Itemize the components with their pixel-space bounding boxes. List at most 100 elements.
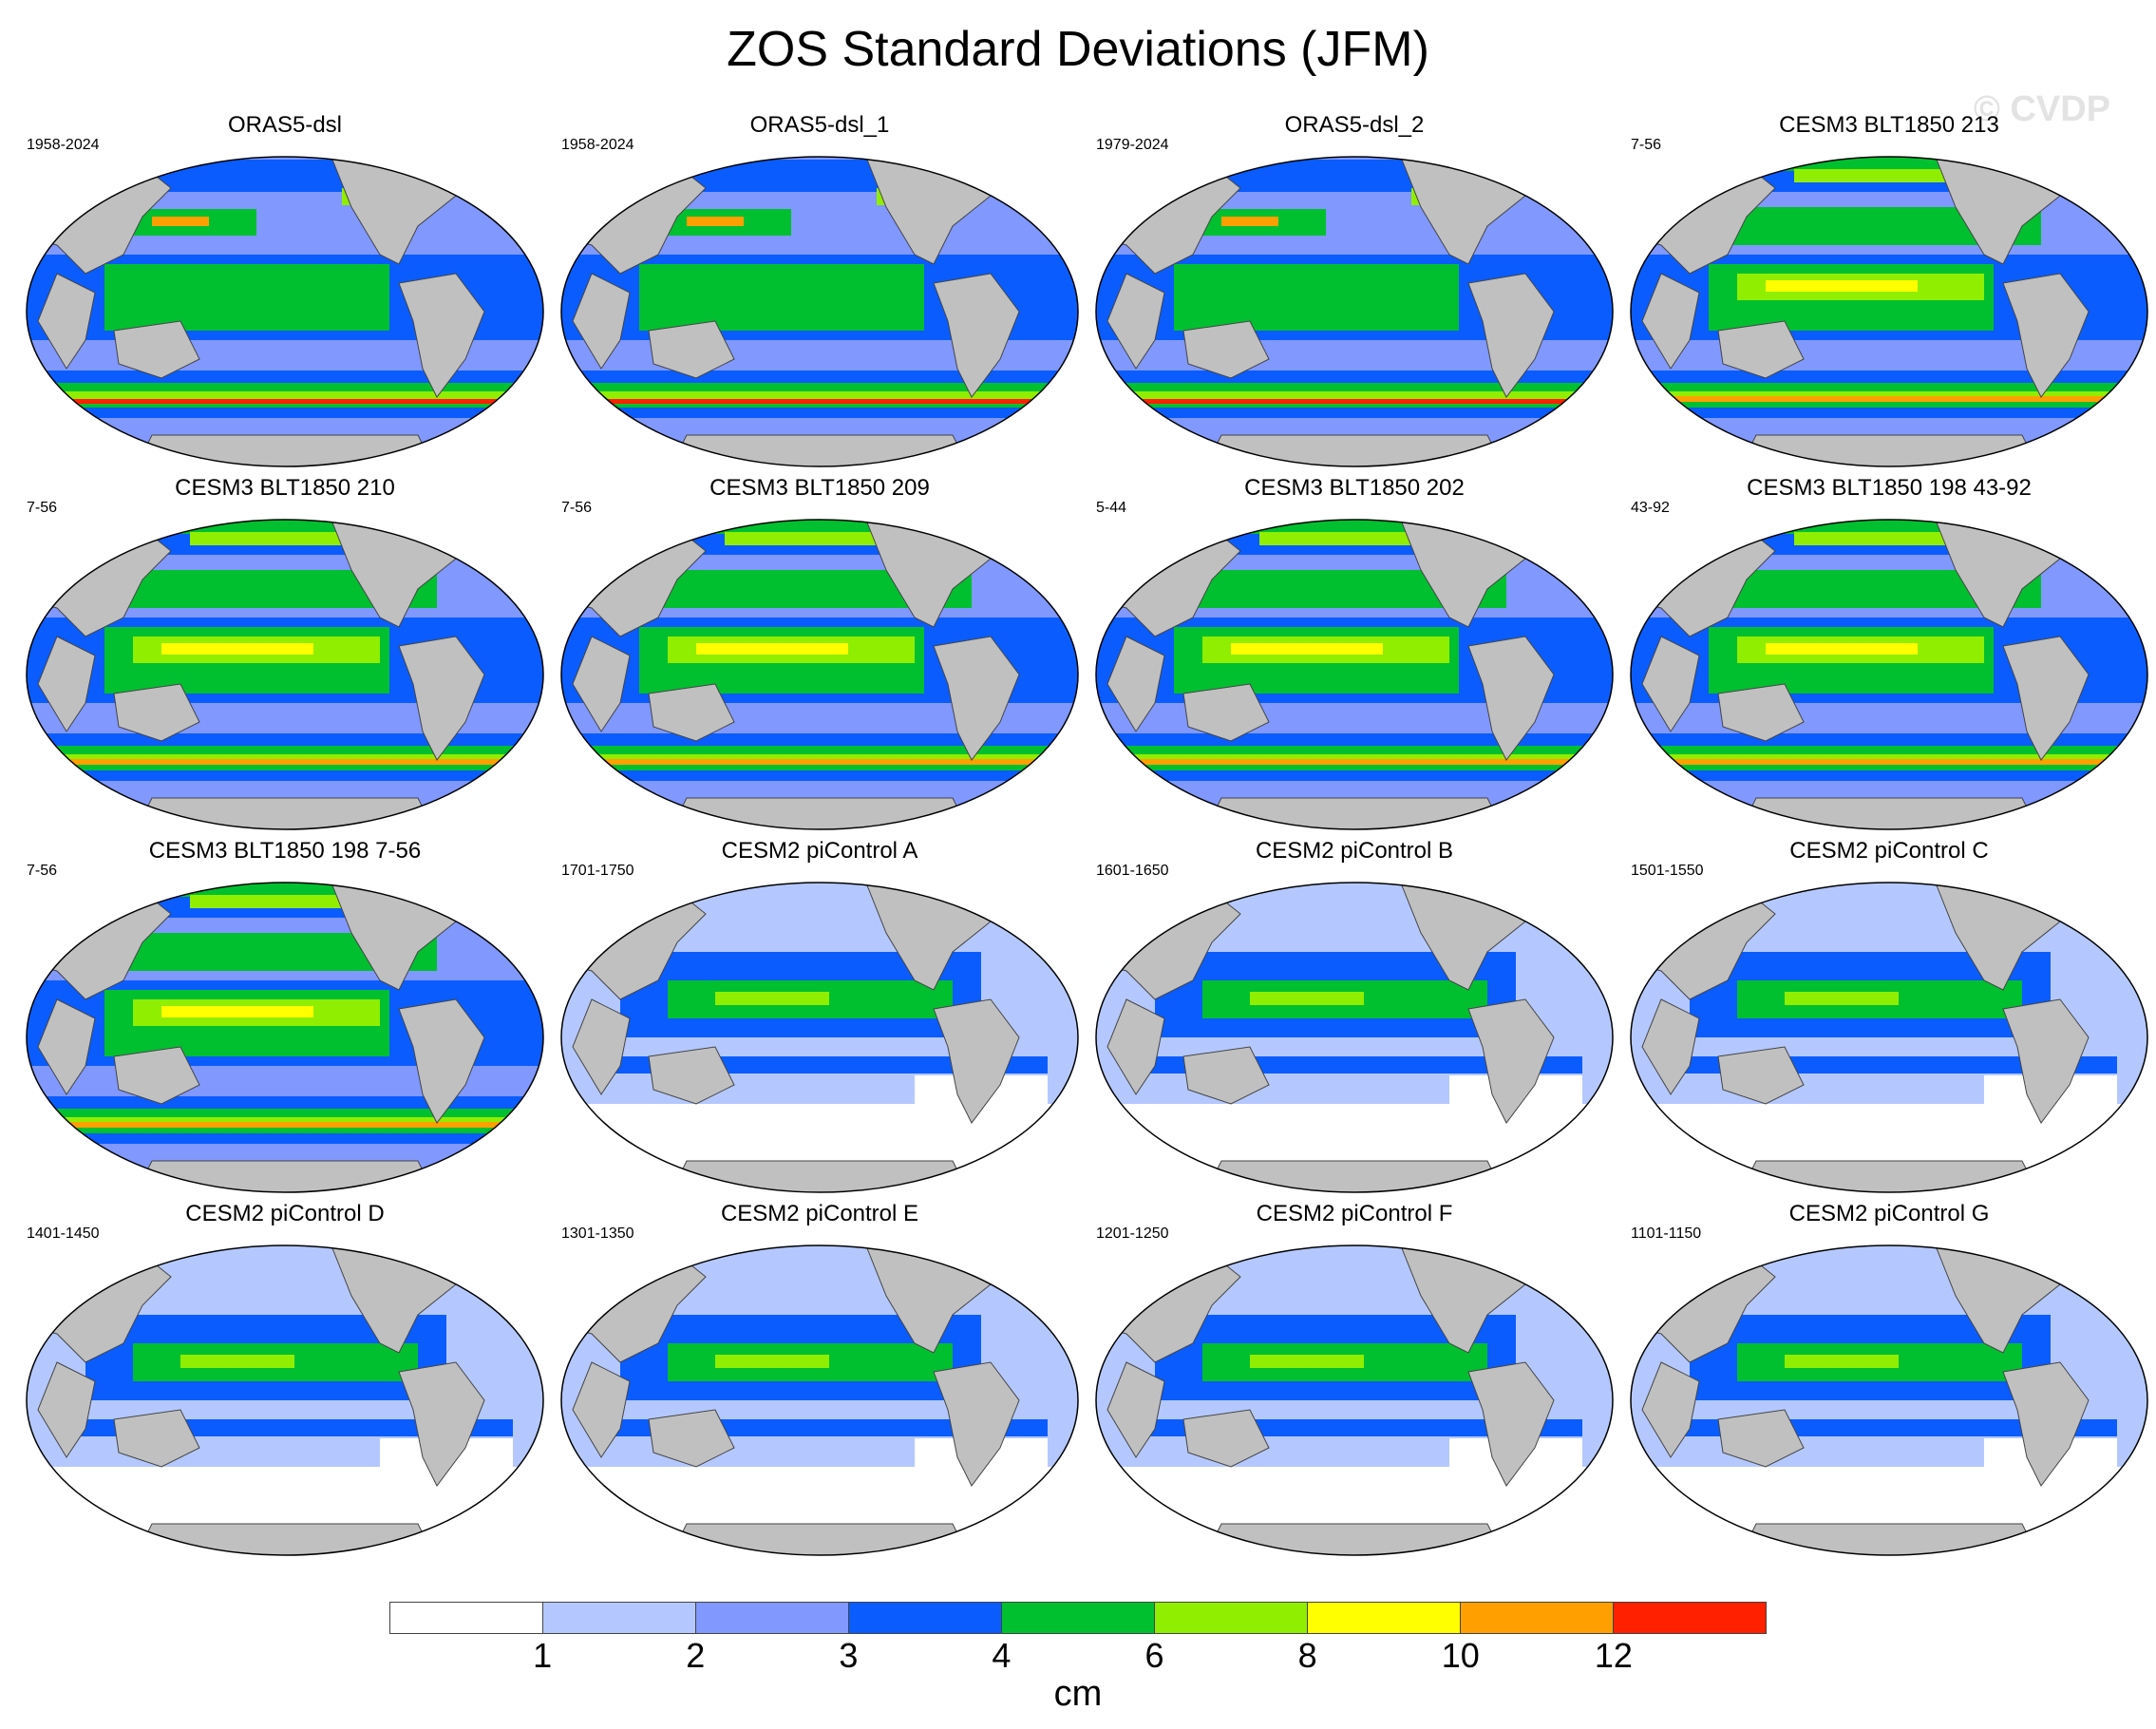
colorbar-swatch (1614, 1603, 1766, 1633)
world-map (560, 156, 1079, 467)
variability-band (1096, 520, 1613, 534)
landmass (132, 434, 438, 466)
landmass (1736, 1160, 2042, 1192)
panel-period: 43-92 (1631, 500, 1670, 516)
landmass (1467, 998, 1555, 1124)
world-map (1630, 156, 2148, 467)
world-map (1630, 519, 2148, 830)
variability-band (27, 520, 543, 534)
world-map (26, 1244, 544, 1556)
landmass (398, 998, 485, 1124)
landmass (2002, 1361, 2090, 1487)
map-outline (1095, 1244, 1614, 1556)
ocean-field (1631, 883, 2147, 1192)
landmass (113, 1046, 200, 1105)
panel-period: 7-56 (27, 500, 58, 516)
colorbar-units: cm (1053, 1674, 1103, 1714)
map-outline (1630, 519, 2148, 830)
colorbar-tick-label: 8 (1297, 1636, 1317, 1675)
panel-period: 7-56 (1631, 137, 1662, 153)
landmass (1717, 1409, 1805, 1468)
map-outline (1630, 1244, 2148, 1556)
panel-title: CESM3 BLT1850 209 (709, 475, 930, 501)
world-map (560, 882, 1079, 1193)
landmass (132, 1523, 438, 1555)
landmass (1182, 320, 1270, 379)
variability-band (561, 399, 1078, 404)
landmass (1717, 1046, 1805, 1105)
colorbar-tick-label: 4 (992, 1636, 1012, 1675)
panel-title: CESM2 piControl E (720, 1201, 919, 1226)
panel-period: 1958-2024 (27, 137, 100, 153)
map-outline (26, 1244, 544, 1556)
landmass (1106, 1361, 1165, 1458)
landmass (572, 636, 631, 732)
variability-band (715, 1355, 829, 1368)
landmass (1736, 797, 2042, 829)
landmass (1641, 1361, 1700, 1458)
panel-title: CESM2 piControl C (1789, 838, 1989, 864)
variability-band (1631, 396, 2147, 402)
landmass (1201, 797, 1507, 829)
landmass (113, 320, 200, 379)
landmass (37, 1361, 96, 1458)
colorbar-swatch (1155, 1603, 1308, 1633)
landmass (1182, 1046, 1270, 1105)
panel-title: CESM2 piControl G (1788, 1201, 1990, 1226)
world-map (1095, 882, 1614, 1193)
colorbar-swatch (696, 1603, 849, 1633)
variability-band (561, 759, 1078, 765)
figure-title: ZOS Standard Deviations (JFM) (727, 22, 1429, 77)
variability-band (639, 264, 924, 331)
variability-band (1096, 399, 1613, 404)
panel-period: 1301-1350 (561, 1226, 634, 1242)
variability-band (180, 1355, 294, 1368)
map-panel: ORAS5-dsl_2 1979-2024 (1088, 112, 1620, 492)
landmass (933, 636, 1020, 761)
landmass (648, 683, 735, 742)
map-outline (26, 156, 544, 467)
world-map (560, 1244, 1079, 1556)
landmass (1201, 1523, 1507, 1555)
panel-period: 1101-1150 (1631, 1226, 1702, 1242)
landmass (648, 320, 735, 379)
panel-title: CESM2 piControl B (1255, 838, 1454, 864)
variability-band (27, 883, 543, 897)
landmass (113, 1409, 200, 1468)
variability-band (27, 759, 543, 765)
panel-period: 1601-1650 (1096, 863, 1169, 879)
landmass (1467, 273, 1555, 398)
map-outline (560, 519, 1079, 830)
ocean-field (561, 883, 1078, 1192)
map-outline (1095, 156, 1614, 467)
landmass (572, 273, 631, 370)
panel-title: CESM3 BLT1850 198 7-56 (148, 838, 422, 864)
panel-title: CESM3 BLT1850 213 (1779, 112, 1999, 138)
landmass (1106, 636, 1165, 732)
landmass (572, 1361, 631, 1458)
variability-band (104, 264, 389, 331)
landmass (398, 636, 485, 761)
variability-band (1174, 264, 1459, 331)
colorbar-swatch (1308, 1603, 1461, 1633)
landmass (648, 1409, 735, 1468)
variability-band (696, 643, 848, 655)
colorbar-tick-label: 2 (686, 1636, 706, 1675)
variability-band (1794, 532, 1984, 545)
colorbar-labels: 1 2 3 4 6 8 10 12 (389, 1636, 1767, 1678)
variability-band (1794, 169, 1984, 182)
landmass (1106, 998, 1165, 1095)
colorbar-swatch (1002, 1603, 1155, 1633)
landmass (1201, 434, 1507, 466)
variability-band (715, 992, 829, 1005)
world-map (1095, 1244, 1614, 1556)
map-panel: ORAS5-dsl 1958-2024 (19, 112, 551, 492)
map-panel: CESM2 piControl A 1701-1750 (554, 838, 1086, 1218)
world-map (560, 519, 1079, 830)
map-panel: CESM2 piControl D 1401-1450 (19, 1201, 551, 1581)
world-map (1095, 519, 1614, 830)
map-panel: CESM3 BLT1850 198 43-92 43-92 (1623, 475, 2155, 855)
map-outline (26, 882, 544, 1193)
panel-title: ORAS5-dsl (227, 112, 343, 138)
map-panel: CESM3 BLT1850 210 7-56 (19, 475, 551, 855)
